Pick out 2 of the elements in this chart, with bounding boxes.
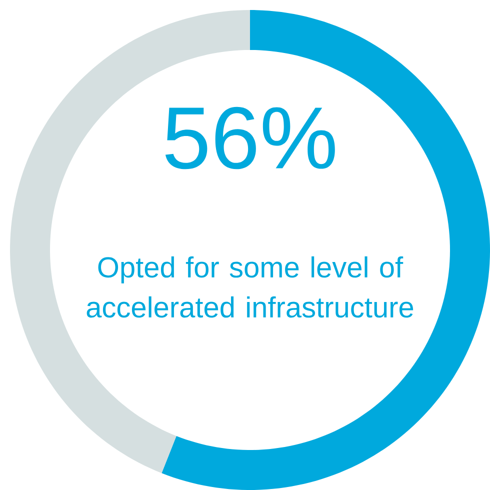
text: Opted for some level of accelerated infrastructure bbox=[86, 256, 414, 318]
data-label: 56% bbox=[165, 106, 335, 170]
